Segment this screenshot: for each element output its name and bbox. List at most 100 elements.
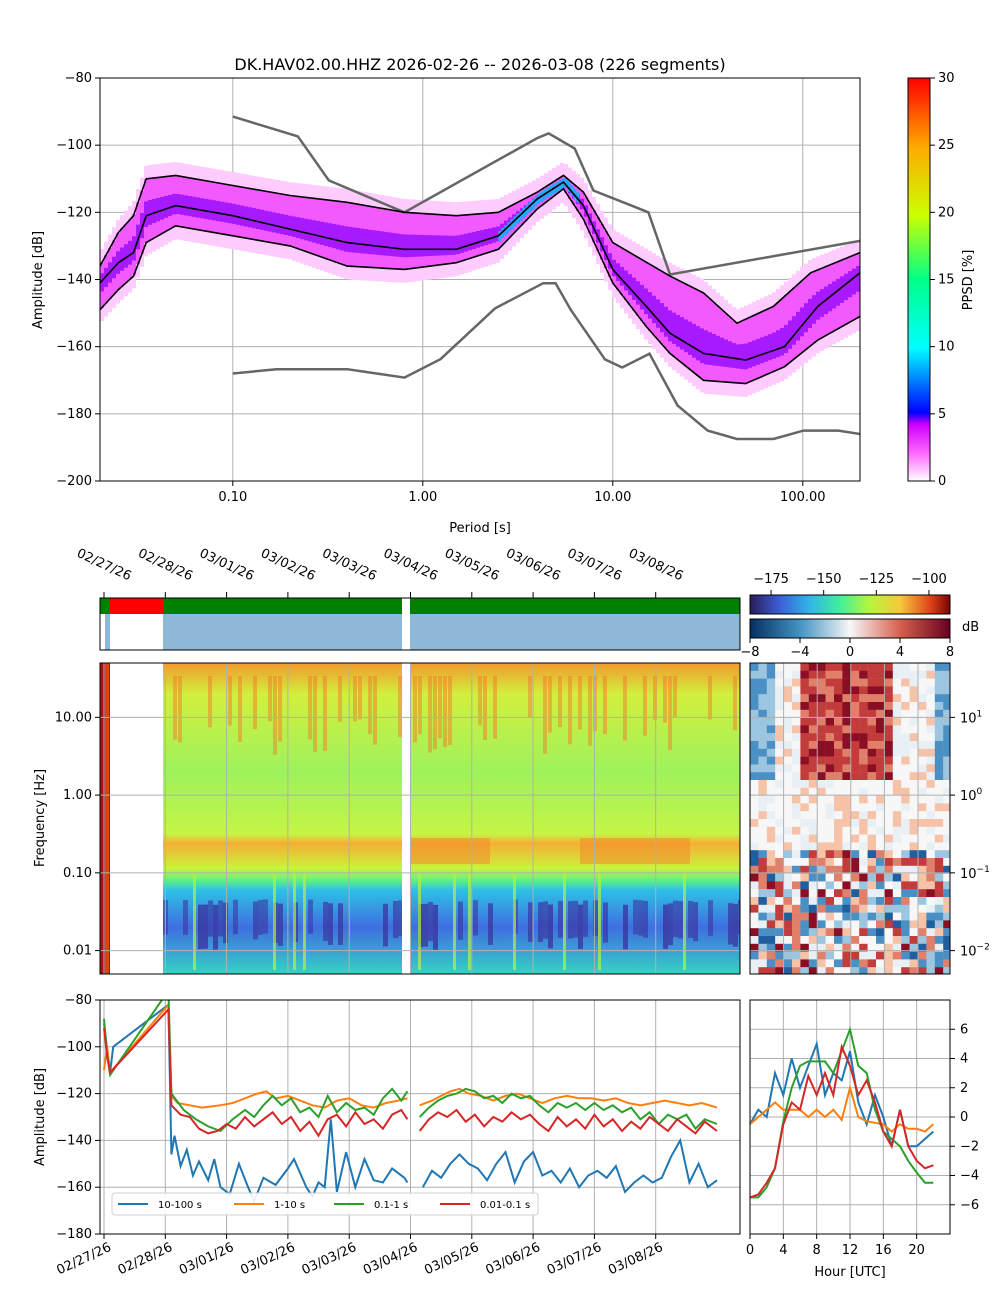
diurnal-cell [775, 709, 784, 718]
diurnal-cell [867, 959, 877, 968]
diurnal-cell [758, 920, 767, 929]
diurnal-cell [842, 663, 851, 671]
diurnal-cell [926, 678, 935, 687]
diurnal-cell [825, 780, 835, 788]
diurnal-band-x-tick-label: 8 [813, 1243, 821, 1258]
ppsd-density-column [128, 240, 132, 265]
diurnal-cell [918, 951, 927, 960]
diurnal-cell [909, 717, 919, 726]
diurnal-cell [842, 904, 851, 913]
spectrogram-y-label: Frequency [Hz] [33, 769, 48, 867]
diurnal-colorbar-tick-label: 4 [896, 645, 904, 660]
spectrogram-low-band-cell [428, 902, 433, 942]
diurnal-cell [775, 850, 784, 859]
diurnal-cell [859, 858, 868, 866]
diurnal-cell [808, 897, 818, 905]
diurnal-cell [901, 897, 910, 905]
ppsd-density-column [224, 202, 228, 223]
diurnal-cell [750, 920, 759, 929]
diurnal-cell [943, 928, 950, 937]
ppsd-y-tick-label: −180 [56, 407, 92, 422]
diurnal-cell [901, 834, 910, 843]
diurnal-cell [808, 795, 818, 804]
diurnal-cell [842, 725, 851, 734]
diurnal-cell [766, 741, 776, 749]
ppsd-density-column [796, 311, 800, 341]
diurnal-cell [859, 725, 868, 734]
diurnal-cell [817, 943, 826, 952]
diurnal-cell [867, 725, 877, 734]
diurnal-cell [918, 959, 927, 968]
diurnal-cell [825, 795, 835, 804]
diurnal-cell [943, 865, 950, 874]
diurnal-cell [859, 889, 868, 898]
diurnal-cell [901, 748, 910, 757]
diurnal-cell [934, 865, 944, 874]
band-amplitude-frame [99, 999, 741, 1235]
diurnal-cell [758, 780, 767, 788]
diurnal-cell [859, 943, 868, 952]
diurnal-band-x-tick-label: 20 [908, 1243, 925, 1258]
diurnal-cell [876, 756, 885, 765]
ppsd-y-tick-label: −140 [56, 273, 92, 288]
diurnal-cell [892, 678, 902, 687]
diurnal-cell [783, 842, 793, 851]
ppsd-density-column [844, 273, 848, 301]
spectrogram-low-band-cell [668, 903, 673, 946]
ppsd-density-column [456, 235, 460, 255]
spectrogram-colorbar-tick-label: −125 [858, 572, 894, 587]
band-amplitude-y-label: Amplitude [dB] [33, 1068, 48, 1166]
ppsd-density-column [636, 281, 640, 305]
diurnal-cell [884, 920, 893, 929]
diurnal-cell [934, 850, 944, 859]
diurnal-cell [926, 920, 935, 929]
spectrogram-high-band-cell [593, 676, 597, 732]
diurnal-cell [792, 811, 801, 820]
ppsd-density-column [728, 341, 732, 368]
diurnal-cell [808, 717, 818, 726]
ppsd-density-column [256, 208, 260, 230]
diurnal-cell [943, 889, 950, 898]
spectrogram-high-band-cell [708, 676, 712, 720]
diurnal-cell [825, 756, 835, 765]
diurnal-cell [775, 881, 784, 890]
diurnal-cell [825, 897, 835, 905]
diurnal-cell [943, 772, 950, 781]
spectrogram-transient [273, 870, 276, 970]
diurnal-cell [892, 670, 902, 679]
diurnal-cell [808, 741, 818, 749]
diurnal-cell [842, 920, 851, 929]
diurnal-cell [909, 803, 919, 812]
diurnal-cell [825, 873, 835, 882]
diurnal-cell [892, 967, 902, 974]
diurnal-cell [943, 881, 950, 890]
diurnal-cell [842, 780, 851, 788]
diurnal-cell [842, 686, 851, 695]
diurnal-cell [909, 834, 919, 843]
band-y-tick-label: −140 [56, 1133, 92, 1148]
diurnal-bands-x-ticks: 0 4 8 12 16 20 [746, 1234, 925, 1258]
diurnal-cell [750, 959, 759, 968]
diurnal-cell [876, 702, 885, 710]
diurnal-cell [934, 959, 944, 968]
diurnal-cell [825, 741, 835, 749]
diurnal-cell [817, 725, 826, 734]
diurnal-cell [943, 873, 950, 882]
diurnal-cell [909, 764, 919, 773]
diurnal-cell [884, 943, 893, 952]
diurnal-cell [918, 803, 927, 812]
diurnal-cell [892, 873, 902, 882]
figure-title: DK.HAV02.00.HHZ 2026-02-26 -- 2026-03-08… [234, 55, 725, 74]
diurnal-band-line-0-1-1-s [750, 1025, 934, 1199]
diurnal-cell [808, 709, 818, 718]
diurnal-cell [876, 670, 885, 679]
diurnal-cell [834, 842, 843, 851]
diurnal-cell [825, 842, 835, 851]
diurnal-cell [808, 702, 818, 710]
diurnal-cell [766, 826, 776, 835]
diurnal-cell [792, 725, 801, 734]
diurnal-cell [926, 748, 935, 757]
spectrogram-low-band-cell [458, 901, 463, 940]
diurnal-cell [859, 873, 868, 882]
diurnal-cell [884, 686, 893, 695]
